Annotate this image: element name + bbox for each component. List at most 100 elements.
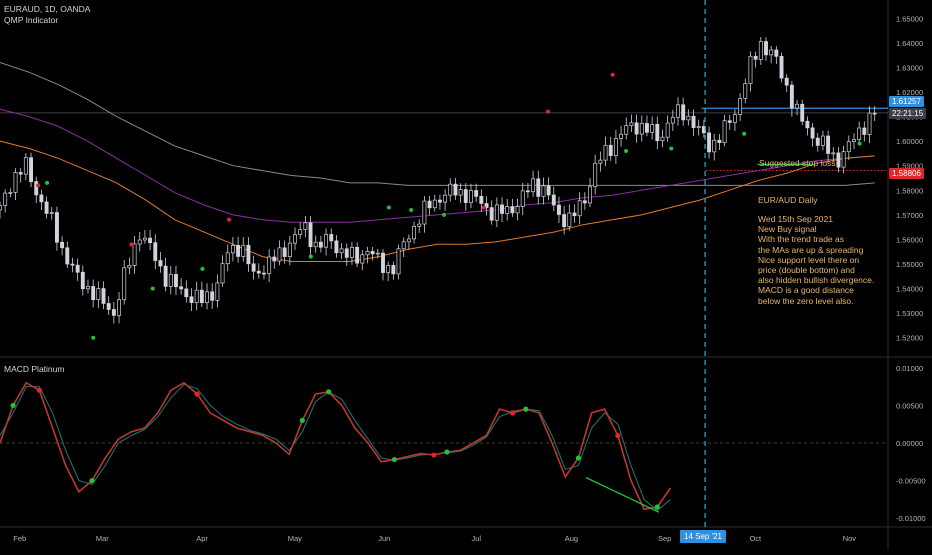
candle-up [593, 162, 598, 188]
candle-down [453, 183, 458, 196]
candle-up [598, 159, 603, 164]
candle-up [13, 172, 18, 193]
last-price-tag: 1.61257 [889, 96, 924, 107]
candle-up [458, 189, 463, 196]
candle-up [660, 136, 665, 142]
candle-up [277, 247, 282, 262]
candle-up [96, 288, 101, 301]
candle-down [65, 247, 70, 265]
candle-up [267, 256, 272, 274]
candle-down [463, 189, 468, 203]
candle-down [101, 288, 106, 304]
macd-cross-dot [326, 389, 332, 395]
sell-signal-dot [610, 72, 615, 77]
time-tick-label: Apr [196, 534, 208, 543]
candle-down [39, 194, 44, 203]
candle-down [153, 242, 158, 261]
macd-cross-dot [510, 410, 516, 416]
candle-down [246, 244, 251, 265]
candle-up [49, 212, 54, 214]
candle-up [567, 212, 572, 228]
candle-down [572, 212, 577, 217]
crosshair-date-tag: 14 Sep '21 [680, 530, 727, 543]
candle-up [386, 265, 391, 273]
candle-down [308, 222, 313, 248]
macd-tick-label: -0.00500 [896, 477, 926, 486]
candle-up [0, 205, 2, 211]
candle-up [365, 251, 370, 256]
price-tick-label: 1.56000 [896, 235, 923, 244]
candle-up [867, 112, 872, 135]
macd-cross-dot [10, 402, 16, 408]
price-tick-label: 1.63000 [896, 63, 923, 72]
candle-down [645, 123, 649, 133]
candle-up [531, 178, 536, 193]
candle-down [262, 272, 266, 275]
buy-signal-dot [200, 266, 205, 271]
candle-up [324, 234, 329, 248]
candle-up [142, 237, 147, 241]
buy-signal-dot [442, 212, 446, 217]
candle-down [764, 41, 768, 56]
candle-down [582, 200, 587, 204]
sell-signal-dot [545, 109, 550, 114]
candle-down [355, 246, 360, 264]
candle-up [293, 234, 297, 244]
candle-down [810, 127, 815, 139]
buy-signal-dot [386, 205, 391, 210]
ma-mid-line [0, 108, 875, 223]
macd-tick-label: -0.01000 [896, 514, 926, 523]
macd-cross-dot [36, 387, 43, 393]
candle-up [417, 223, 422, 227]
candle-down [479, 195, 484, 204]
candle-down [272, 256, 277, 262]
candle-down [344, 248, 349, 258]
symbol-title: EURAUD, 1D, OANDA [4, 4, 91, 14]
macd-line [0, 381, 672, 511]
price-tick-label: 1.55000 [896, 260, 923, 269]
candle-down [437, 199, 442, 203]
divergence-line [585, 477, 660, 513]
ma-slow-line [0, 62, 875, 186]
macd-cross-dot [391, 456, 397, 463]
candle-down [60, 241, 65, 249]
candle-up [629, 122, 634, 127]
candle-up [676, 104, 680, 118]
price-tick-label: 1.60000 [896, 137, 923, 146]
buy-signal-dot [91, 335, 96, 340]
candle-up [401, 241, 406, 250]
macd-cross-dot [444, 449, 450, 455]
candle-up [117, 299, 121, 316]
candle-up [712, 139, 717, 153]
candle-down [210, 291, 215, 301]
macd-cross-dot [615, 432, 621, 439]
candle-up [3, 192, 8, 206]
candle-down [779, 56, 784, 79]
candle-down [805, 120, 810, 129]
price-tick-label: 1.58000 [896, 186, 923, 195]
buy-signal-dot [624, 148, 629, 153]
macd-tick-label: 0.00000 [896, 439, 923, 448]
candle-up [795, 103, 799, 109]
candle-up [520, 190, 525, 207]
candle-up [360, 254, 365, 264]
time-tick-label: Mar [96, 534, 109, 543]
macd-cross-dot [89, 478, 95, 484]
macd-cross-dot [431, 452, 437, 458]
candle-up [541, 185, 546, 197]
candle-up [422, 200, 427, 225]
candle-down [872, 112, 877, 115]
macd-cross-dot [194, 391, 200, 397]
candle-up [432, 199, 437, 209]
price-tick-label: 1.65000 [896, 14, 923, 23]
candle-up [639, 123, 644, 135]
candle-up [23, 157, 28, 175]
candle-up [220, 263, 225, 284]
macd-tick-label: 0.00500 [896, 401, 923, 410]
analysis-body: Wed 15th Sep 2021 New Buy signal With th… [758, 214, 875, 306]
time-tick-label: Feb [13, 534, 26, 543]
candle-up [313, 241, 318, 248]
candle-up [748, 55, 753, 84]
